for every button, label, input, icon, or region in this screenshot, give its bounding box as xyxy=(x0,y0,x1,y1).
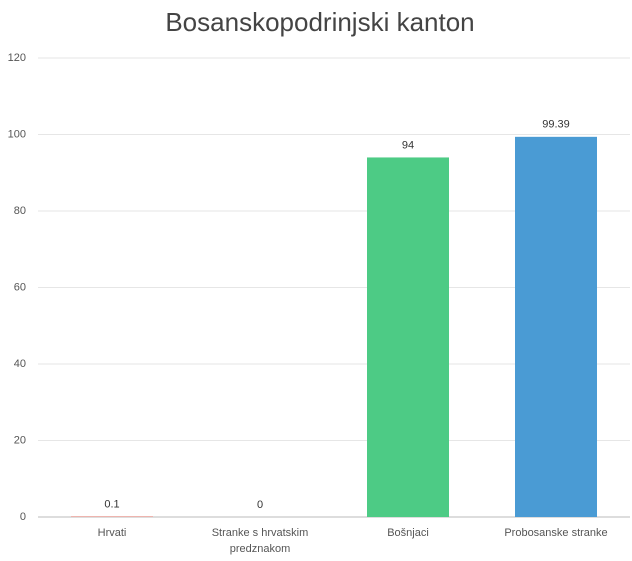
x-tick-label: Bošnjaci xyxy=(387,527,429,539)
y-tick-label: 120 xyxy=(8,52,26,64)
chart-title: Bosanskopodrinjski kanton xyxy=(165,7,474,37)
data-label: 0 xyxy=(257,499,263,511)
y-tick-label: 80 xyxy=(14,205,26,217)
data-label: 94 xyxy=(402,139,414,151)
y-tick-label: 40 xyxy=(14,358,26,370)
x-tick-label: Hrvati xyxy=(97,527,127,539)
y-tick-label: 20 xyxy=(14,434,26,446)
data-label: 0.1 xyxy=(104,499,119,511)
x-tick-label: Stranke s hrvatskim predznakom xyxy=(211,527,309,555)
bar xyxy=(367,157,449,517)
y-tick-label: 60 xyxy=(14,281,26,293)
x-tick-label: Probosanske stranke xyxy=(504,527,608,539)
data-label: 99.39 xyxy=(542,119,570,131)
y-tick-label: 0 xyxy=(20,511,26,523)
bar xyxy=(515,136,597,517)
y-tick-label: 100 xyxy=(8,128,26,140)
